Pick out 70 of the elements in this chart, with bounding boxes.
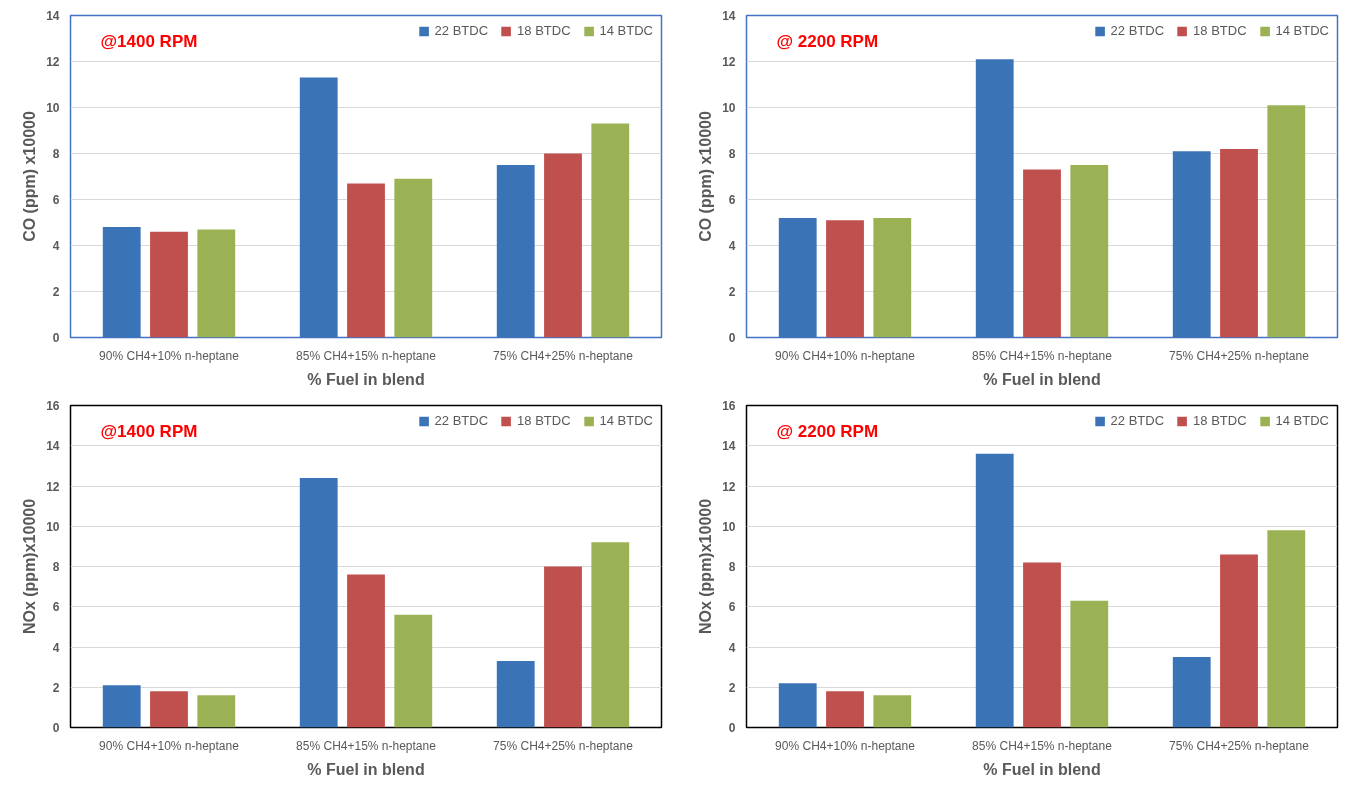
legend-label: 22 BTDC xyxy=(434,23,489,38)
y-axis-title: NOx (ppm)x10000 xyxy=(21,498,39,635)
x-axis-title: % Fuel in blend xyxy=(983,760,1101,778)
x-tick-label: 90% CH4+10% n-heptane xyxy=(99,738,240,753)
y-tick-label: 12 xyxy=(722,479,736,494)
y-tick-label: 16 xyxy=(722,399,736,413)
y-tick-label: 0 xyxy=(728,721,736,735)
x-tick-label: 85% CH4+15% n-heptane xyxy=(972,348,1113,363)
legend-label: 22 BTDC xyxy=(434,413,489,428)
y-tick-label: 0 xyxy=(728,331,736,345)
y-tick-label: 12 xyxy=(46,479,60,494)
x-axis-title: % Fuel in blend xyxy=(307,760,425,778)
annotation: @1400 RPM xyxy=(100,421,198,441)
legend-label: 18 BTDC xyxy=(1193,413,1247,428)
x-tick-label: 85% CH4+15% n-heptane xyxy=(296,348,437,363)
x-tick-label: 85% CH4+15% n-heptane xyxy=(972,738,1113,753)
legend-label: 18 BTDC xyxy=(517,23,571,38)
y-tick-label: 8 xyxy=(52,147,60,161)
x-tick-label: 85% CH4+15% n-heptane xyxy=(296,738,437,753)
y-tick-label: 14 xyxy=(46,439,60,454)
x-tick-label: 75% CH4+25% n-heptane xyxy=(1169,738,1310,753)
y-tick-label: 14 xyxy=(722,439,736,454)
x-tick-label: 90% CH4+10% n-heptane xyxy=(775,738,916,753)
legend-label: 14 BTDC xyxy=(599,413,653,428)
y-tick-label: 10 xyxy=(46,101,60,115)
x-axis-title: % Fuel in blend xyxy=(307,370,425,388)
y-tick-label: 2 xyxy=(728,680,736,695)
legend-label: 14 BTDC xyxy=(599,23,653,38)
y-tick-label: 4 xyxy=(728,640,736,655)
y-tick-label: 8 xyxy=(728,147,736,161)
legend-label: 22 BTDC xyxy=(1110,413,1165,428)
legend-label: 14 BTDC xyxy=(1275,23,1329,38)
y-tick-label: 6 xyxy=(728,600,736,615)
y-tick-label: 6 xyxy=(52,600,60,615)
y-axis-title: CO (ppm) x10000 xyxy=(21,111,39,242)
legend-label: 22 BTDC xyxy=(1110,23,1165,38)
y-axis-title: NOx (ppm)x10000 xyxy=(697,498,715,635)
x-axis-title: % Fuel in blend xyxy=(983,370,1101,388)
y-tick-label: 4 xyxy=(52,239,60,253)
y-tick-label: 2 xyxy=(52,680,60,695)
x-tick-label: 75% CH4+25% n-heptane xyxy=(493,348,634,363)
y-tick-label: 10 xyxy=(722,101,736,115)
y-tick-label: 2 xyxy=(728,285,736,299)
legend-label: 14 BTDC xyxy=(1275,413,1329,428)
annotation: @ 2200 RPM xyxy=(776,31,879,51)
legend-label: 18 BTDC xyxy=(1193,23,1247,38)
y-tick-label: 10 xyxy=(722,519,736,534)
y-tick-label: 8 xyxy=(52,560,60,574)
x-tick-label: 75% CH4+25% n-heptane xyxy=(493,738,634,753)
y-tick-label: 10 xyxy=(46,519,60,534)
y-tick-label: 14 xyxy=(46,9,60,23)
x-tick-label: 90% CH4+10% n-heptane xyxy=(99,348,240,363)
y-tick-label: 6 xyxy=(52,193,60,207)
y-tick-label: 8 xyxy=(728,560,736,574)
y-tick-label: 4 xyxy=(52,640,60,655)
x-tick-label: 90% CH4+10% n-heptane xyxy=(775,348,916,363)
y-tick-label: 4 xyxy=(728,239,736,253)
y-tick-label: 2 xyxy=(52,285,60,299)
legend-label: 18 BTDC xyxy=(517,413,571,428)
y-tick-label: 6 xyxy=(728,193,736,207)
x-tick-label: 75% CH4+25% n-heptane xyxy=(1169,348,1310,363)
y-tick-label: 16 xyxy=(46,399,60,413)
y-tick-label: 0 xyxy=(52,331,60,345)
annotation: @ 2200 RPM xyxy=(776,421,879,441)
y-tick-label: 12 xyxy=(722,55,736,69)
y-tick-label: 12 xyxy=(46,55,60,69)
y-axis-title: CO (ppm) x10000 xyxy=(697,111,715,242)
y-tick-label: 14 xyxy=(722,9,736,23)
y-tick-label: 0 xyxy=(52,721,60,735)
annotation: @1400 RPM xyxy=(100,31,198,51)
